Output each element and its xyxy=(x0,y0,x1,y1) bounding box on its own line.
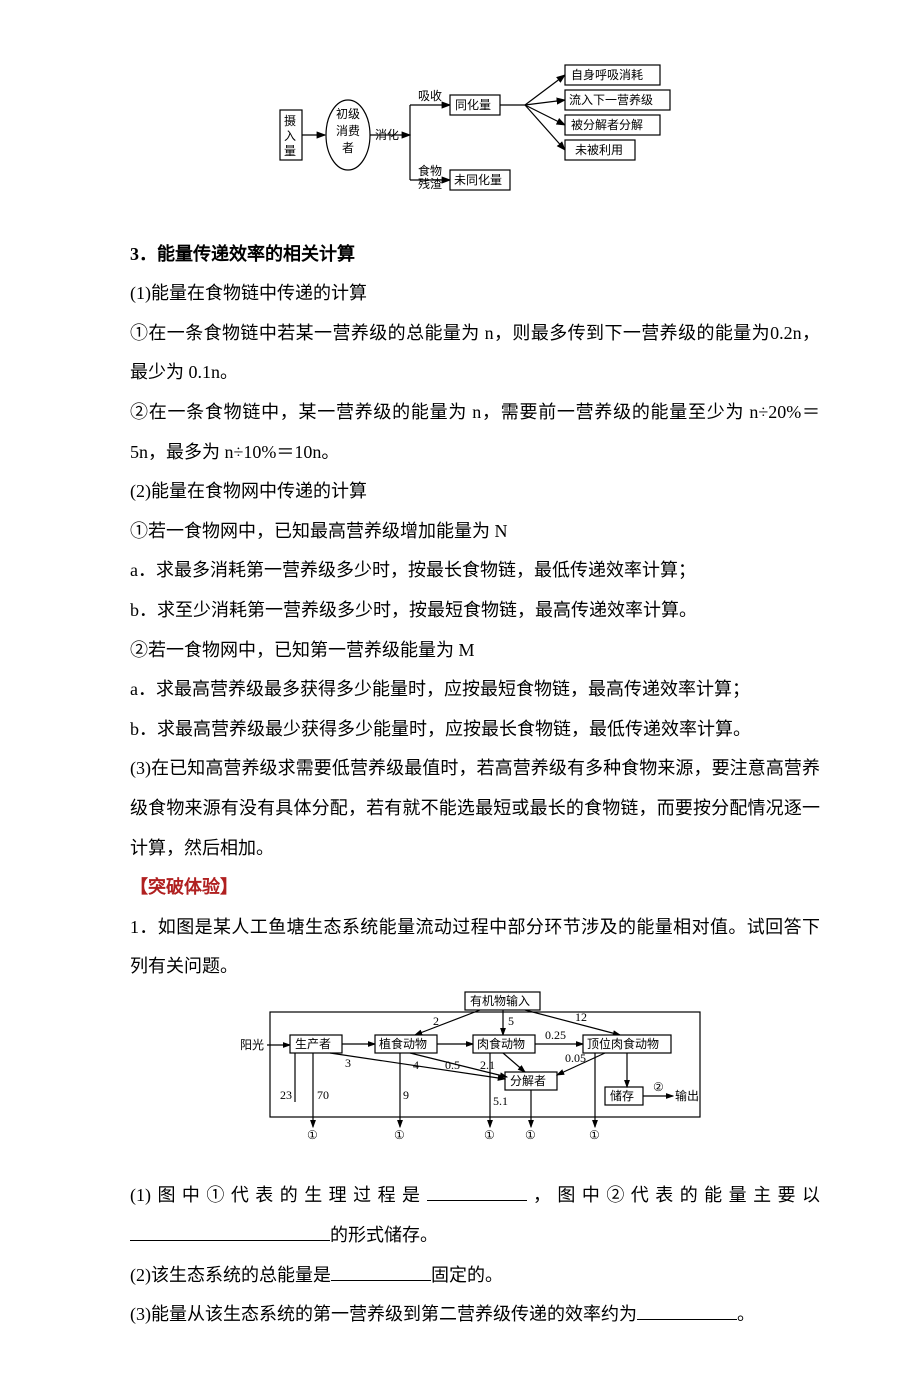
q1-1b: ，图中②代表的能量主要以 xyxy=(527,1185,821,1205)
d2-n12: 12 xyxy=(575,1010,587,1024)
d1-decomp: 被分解者分解 xyxy=(571,118,643,132)
p6: a．求最多消耗第一营养级多少时，按最长食物链，最低传递效率计算； xyxy=(130,551,820,591)
q1-2b: 固定的。 xyxy=(431,1265,503,1285)
p11: (3)在已知高营养级求需要低营养级最值时，若高营养级有多种食物来源，要注意高营养… xyxy=(130,749,820,868)
d2-storage: 储存 xyxy=(610,1088,634,1103)
d2-n5: 5 xyxy=(508,1014,514,1028)
q1-1a: (1)图中①代表的生理过程是 xyxy=(130,1185,427,1205)
d2-organic: 有机物输入 xyxy=(470,993,530,1008)
d2-producer: 生产者 xyxy=(295,1037,331,1051)
p1: (1)能量在食物链中传递的计算 xyxy=(130,274,820,314)
d2-n005: 0.05 xyxy=(565,1051,586,1065)
d2-c1d: ① xyxy=(525,1128,536,1142)
q1-2: (2)该生态系统的总能量是 固定的。 xyxy=(130,1256,820,1296)
d2-n4: 4 xyxy=(413,1058,419,1072)
d2-c1c: ① xyxy=(484,1128,495,1142)
p9: a．求最高营养级最多获得多少能量时，应按最短食物链，最高传递效率计算； xyxy=(130,670,820,710)
d2-n025: 0.25 xyxy=(545,1028,566,1042)
d2-c1b: ① xyxy=(394,1128,405,1142)
d2-n3: 3 xyxy=(345,1056,351,1070)
d1-consumer-l1: 初级 xyxy=(336,107,360,121)
d1-assimilated: 同化量 xyxy=(455,98,491,112)
d1-absorb: 吸收 xyxy=(418,89,442,103)
d2-herb: 植食动物 xyxy=(379,1036,427,1051)
d2-n70: 70 xyxy=(317,1088,329,1102)
blank-3[interactable] xyxy=(637,1301,737,1320)
d1-unused: 未被利用 xyxy=(575,143,623,157)
q1-3b: 。 xyxy=(737,1304,755,1324)
d2-n05: 0.5 xyxy=(445,1058,460,1072)
q1-3: (3)能量从该生态系统的第一营养级到第二营养级传递的效率约为 。 xyxy=(130,1295,820,1335)
q1-intro: 1．如图是某人工鱼塘生态系统能量流动过程中部分环节涉及的能量相对值。试回答下列有… xyxy=(130,908,820,987)
d2-n2: 2 xyxy=(433,1014,439,1028)
d2-n23: 23 xyxy=(280,1088,292,1102)
p10: b．求最高营养级最少获得多少能量时，应按最长食物链，最低传递效率计算。 xyxy=(130,710,820,750)
d1-intake-c1: 摄 xyxy=(284,113,296,128)
d1-resp: 自身呼吸消耗 xyxy=(571,67,643,82)
section3-heading: 3．能量传递效率的相关计算 xyxy=(130,235,820,275)
d2-decomp: 分解者 xyxy=(510,1074,546,1088)
d2-c2: ② xyxy=(653,1080,664,1094)
d1-residue-l2: 残渣 xyxy=(418,177,442,191)
p2: ①在一条食物链中若某一营养级的总能量为 n，则最多传到下一营养级的能量为0.2n… xyxy=(130,314,820,393)
d2-sunlight: 阳光 xyxy=(240,1038,264,1052)
blank-1a[interactable] xyxy=(427,1182,527,1201)
d2-carn: 肉食动物 xyxy=(477,1036,525,1051)
d2-n9: 9 xyxy=(403,1088,409,1102)
p4: (2)能量在食物网中传递的计算 xyxy=(130,472,820,512)
d1-intake-c2: 入 xyxy=(284,129,296,143)
p3: ②在一条食物链中，某一营养级的能量为 n，需要前一营养级的能量至少为 n÷20%… xyxy=(130,393,820,472)
breakthrough-heading: 【突破体验】 xyxy=(130,868,820,908)
d2-output: 输出 xyxy=(675,1088,699,1103)
q1-1: (1)图中①代表的生理过程是 ，图中②代表的能量主要以的形式储存。 xyxy=(130,1176,820,1255)
d1-intake-c3: 量 xyxy=(284,144,296,158)
blank-2[interactable] xyxy=(331,1262,431,1281)
q1-2a: (2)该生态系统的总能量是 xyxy=(130,1265,331,1285)
d2-n51: 5.1 xyxy=(493,1094,508,1108)
d2-top: 顶位肉食动物 xyxy=(587,1036,659,1051)
d2-c1e: ① xyxy=(589,1128,600,1142)
p5: ①若一食物网中，已知最高营养级增加能量为 N xyxy=(130,512,820,552)
d1-not-assim: 未同化量 xyxy=(454,173,502,187)
p7: b．求至少消耗第一营养级多少时，按最短食物链，最高传递效率计算。 xyxy=(130,591,820,631)
blank-1b[interactable] xyxy=(130,1222,330,1241)
q1-1c: 的形式储存。 xyxy=(330,1225,438,1245)
d1-consumer-l2: 消费 xyxy=(336,124,360,138)
d1-consumer-l3: 者 xyxy=(342,141,354,155)
d2-c1a: ① xyxy=(307,1128,318,1142)
p8: ②若一食物网中，已知第一营养级能量为 M xyxy=(130,631,820,671)
d2-n21: 2.1 xyxy=(480,1058,495,1072)
fishpond-energy-diagram: 有机物输入 2 5 12 阳光 生产者 植食动物 肉食动物 0.25 顶位肉食动… xyxy=(130,987,820,1157)
d1-next: 流入下一营养级 xyxy=(569,92,653,107)
q1-3a: (3)能量从该生态系统的第一营养级到第二营养级传递的效率约为 xyxy=(130,1304,637,1324)
d1-residue-l1: 食物 xyxy=(418,163,442,178)
energy-flow-diagram-1: 摄 入 量 初级 消费 者 消化 吸收 同化量 食物 残渣 未同化量 自身呼吸消… xyxy=(130,60,820,215)
